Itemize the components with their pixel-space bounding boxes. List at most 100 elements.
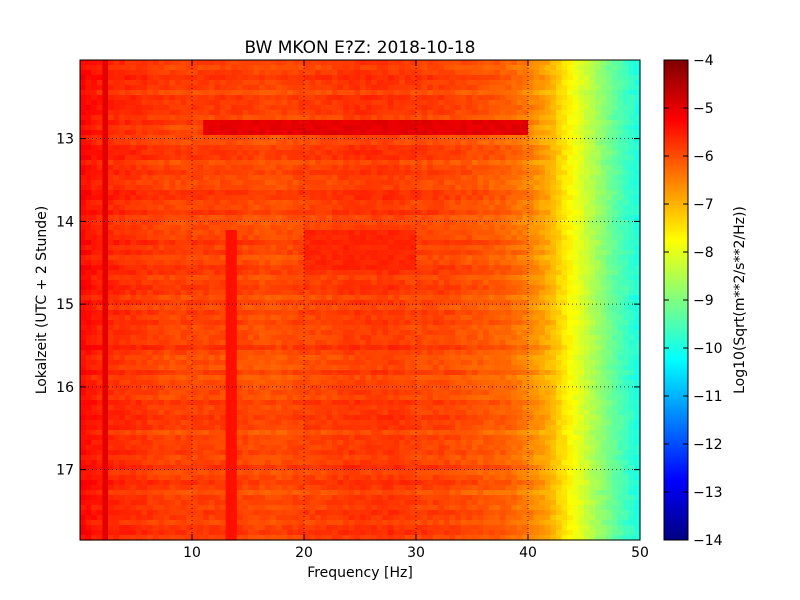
heatmap-cell (393, 75, 400, 81)
heatmap-cell (332, 300, 339, 306)
heatmap-cell (152, 125, 159, 131)
heatmap-cell (225, 195, 232, 201)
heatmap-cell (220, 300, 227, 306)
heatmap-cell (550, 270, 557, 276)
heatmap-cell (192, 230, 199, 236)
heatmap-cell (91, 135, 98, 141)
heatmap-cell (225, 200, 232, 206)
heatmap-cell (360, 305, 367, 311)
heatmap-cell (488, 160, 495, 166)
heatmap-cell (169, 190, 176, 196)
heatmap-cell (102, 100, 109, 106)
heatmap-cell (494, 240, 501, 246)
heatmap-cell (354, 245, 361, 251)
heatmap-cell (427, 280, 434, 286)
heatmap-cell (455, 305, 462, 311)
heatmap-cell (326, 140, 333, 146)
heatmap-cell (365, 280, 372, 286)
heatmap-cell (264, 265, 271, 271)
heatmap-cell (108, 155, 115, 161)
heatmap-cell (612, 210, 619, 216)
heatmap-cell (309, 160, 316, 166)
heatmap-cell (124, 230, 131, 236)
heatmap-cell (270, 125, 277, 131)
heatmap-cell (360, 230, 367, 236)
heatmap-cell (550, 200, 557, 206)
heatmap-cell (85, 65, 92, 71)
heatmap-cell (281, 285, 288, 291)
heatmap-cell (119, 75, 126, 81)
heatmap-cell (528, 270, 535, 276)
heatmap-cell (578, 260, 585, 266)
heatmap-cell (343, 150, 350, 156)
heatmap-cell (584, 205, 591, 211)
heatmap-cell (136, 90, 143, 96)
heatmap-cell (376, 95, 383, 101)
heatmap-cell (528, 250, 535, 256)
heatmap-cell (164, 165, 171, 171)
heatmap-cell (600, 75, 607, 81)
heatmap-cell (533, 155, 540, 161)
heatmap-cell (516, 280, 523, 286)
heatmap-cell (382, 300, 389, 306)
heatmap-cell (539, 100, 546, 106)
heatmap-cell (287, 70, 294, 76)
heatmap-cell (483, 300, 490, 306)
heatmap-cell (315, 195, 322, 201)
heatmap-cell (528, 275, 535, 281)
heatmap-cell (337, 270, 344, 276)
heatmap-cell (208, 190, 215, 196)
heatmap-cell (455, 145, 462, 151)
heatmap-cell (595, 200, 602, 206)
heatmap-cell (360, 280, 367, 286)
heatmap-cell (225, 90, 232, 96)
heatmap-cell (371, 270, 378, 276)
heatmap-cell (584, 145, 591, 151)
heatmap-cell (533, 300, 540, 306)
heatmap-cell (561, 175, 568, 181)
heatmap-cell (203, 305, 210, 311)
heatmap-cell (427, 305, 434, 311)
heatmap-cell (264, 295, 271, 301)
heatmap-cell (203, 175, 210, 181)
heatmap-cell (175, 255, 182, 261)
heatmap-cell (147, 250, 154, 256)
heatmap-cell (410, 275, 417, 281)
heatmap-cell (572, 160, 579, 166)
heatmap-cell (158, 175, 165, 181)
heatmap-cell (236, 265, 243, 271)
heatmap-cell (432, 290, 439, 296)
heatmap-cell (528, 235, 535, 241)
heatmap-cell (500, 65, 507, 71)
heatmap-cell (304, 90, 311, 96)
heatmap-cell (225, 150, 232, 156)
heatmap-cell (164, 170, 171, 176)
heatmap-cell (561, 65, 568, 71)
heatmap-cell (292, 235, 299, 241)
heatmap-cell (141, 165, 148, 171)
heatmap-cell (365, 265, 372, 271)
heatmap-cell (567, 115, 574, 121)
heatmap-cell (500, 70, 507, 76)
heatmap-cell (136, 300, 143, 306)
heatmap-cell (505, 200, 512, 206)
heatmap-cell (253, 190, 260, 196)
heatmap-cell (382, 90, 389, 96)
heatmap-cell (242, 205, 249, 211)
heatmap-cell (623, 255, 630, 261)
heatmap-cell (634, 300, 641, 306)
heatmap-cell (449, 170, 456, 176)
heatmap-cell (511, 110, 518, 116)
heatmap-cell (309, 110, 316, 116)
heatmap-cell (96, 65, 103, 71)
heatmap-cell (539, 150, 546, 156)
heatmap-cell (628, 150, 635, 156)
heatmap-cell (634, 230, 641, 236)
heatmap-cell (270, 95, 277, 101)
heatmap-cell (511, 260, 518, 266)
heatmap-cell (147, 300, 154, 306)
heatmap-cell (371, 300, 378, 306)
heatmap-cell (421, 175, 428, 181)
heatmap-cell (108, 190, 115, 196)
heatmap-cell (337, 285, 344, 291)
